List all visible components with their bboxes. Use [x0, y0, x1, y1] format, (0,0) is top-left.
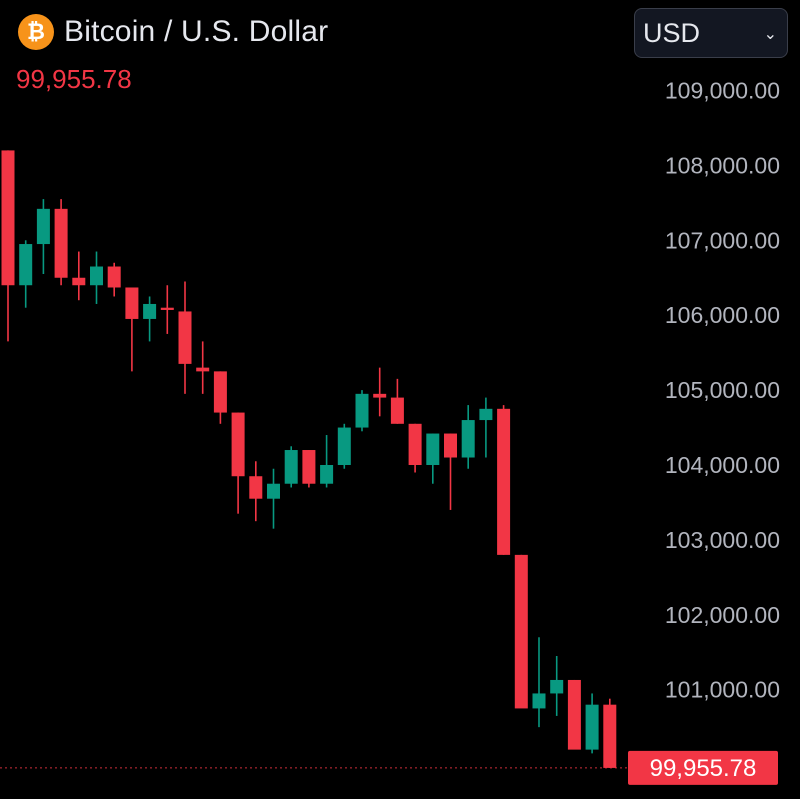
candle-body — [390, 397, 404, 424]
candle — [90, 251, 103, 304]
candle-body — [337, 427, 351, 465]
candle — [532, 637, 546, 728]
candle — [337, 423, 351, 469]
y-tick-label: 105,000.00 — [665, 377, 780, 403]
candle — [249, 461, 263, 522]
candle-body — [267, 483, 280, 499]
candle — [107, 262, 121, 297]
candle — [19, 240, 33, 308]
candle-body — [408, 423, 422, 465]
candle-body — [196, 367, 210, 372]
y-tick-label: 101,000.00 — [665, 677, 780, 703]
candle-body — [444, 433, 457, 458]
candle — [550, 655, 564, 716]
chart-header: ₿ Bitcoin / U.S. Dollar — [18, 14, 328, 50]
candle-body — [231, 412, 245, 477]
candle-body — [1, 150, 15, 286]
candle-body — [373, 393, 387, 398]
candle — [390, 378, 404, 424]
candle — [408, 423, 422, 473]
candle-body — [567, 679, 581, 750]
candle — [355, 390, 369, 432]
candle — [125, 287, 139, 372]
candle-body — [125, 287, 139, 319]
candle — [213, 371, 227, 424]
candle — [196, 341, 210, 394]
candle-body — [514, 554, 528, 709]
candle-body — [426, 433, 440, 465]
candle-body — [497, 408, 511, 555]
candle — [1, 150, 15, 342]
pair-title: Bitcoin / U.S. Dollar — [64, 15, 329, 48]
candle-body — [479, 408, 493, 421]
last-price: 99,955.78 — [16, 64, 132, 94]
y-tick-label: 104,000.00 — [665, 452, 780, 478]
currency-value: USD — [643, 17, 701, 48]
candle — [143, 296, 157, 342]
y-tick-label: 107,000.00 — [665, 227, 780, 253]
candle-body — [36, 208, 50, 245]
candle-body — [249, 476, 263, 499]
candle — [497, 405, 511, 555]
candle — [320, 435, 334, 488]
candle-body — [284, 450, 298, 484]
candle — [72, 251, 86, 301]
candle — [461, 405, 475, 469]
last-price-badge — [628, 750, 778, 785]
candle — [302, 450, 316, 488]
candle — [54, 199, 68, 286]
currency-select[interactable]: USD ⌄ — [634, 8, 788, 58]
y-tick-label: 102,000.00 — [665, 602, 780, 628]
candle — [585, 693, 599, 754]
candle — [267, 468, 280, 529]
candle — [514, 554, 528, 709]
candle-body — [355, 393, 369, 428]
candle — [284, 446, 298, 488]
y-tick-label: 109,000.00 — [665, 78, 780, 104]
candle — [178, 281, 192, 394]
candle-body — [54, 208, 68, 278]
candle — [231, 412, 245, 514]
candle-body — [19, 244, 33, 286]
candle — [444, 433, 457, 510]
candle — [567, 679, 581, 750]
bitcoin-icon: ₿ — [18, 14, 54, 50]
chevron-down-icon: ⌄ — [763, 23, 777, 43]
candle — [160, 285, 174, 334]
candle — [603, 698, 617, 768]
candle-body — [107, 266, 121, 288]
candle — [373, 367, 387, 417]
candle — [36, 199, 50, 275]
candle-body — [302, 450, 316, 484]
candle-body — [603, 704, 617, 768]
candle-body — [90, 266, 103, 286]
y-tick-label: 108,000.00 — [665, 152, 780, 178]
candle-body — [213, 371, 227, 413]
candle — [479, 397, 493, 458]
candle-body — [461, 420, 475, 458]
candle — [426, 433, 440, 484]
candle-body — [72, 277, 86, 286]
candle-body — [320, 465, 334, 484]
y-tick-label: 106,000.00 — [665, 302, 780, 328]
candle-body — [585, 704, 599, 750]
y-tick-label: 103,000.00 — [665, 527, 780, 553]
candle-body — [550, 679, 564, 694]
candle-body — [178, 311, 192, 364]
last-price-badge-label: 99,955.78 — [650, 755, 757, 782]
candle-body — [160, 307, 174, 310]
candle-body — [532, 693, 546, 709]
candle-body — [143, 303, 157, 319]
